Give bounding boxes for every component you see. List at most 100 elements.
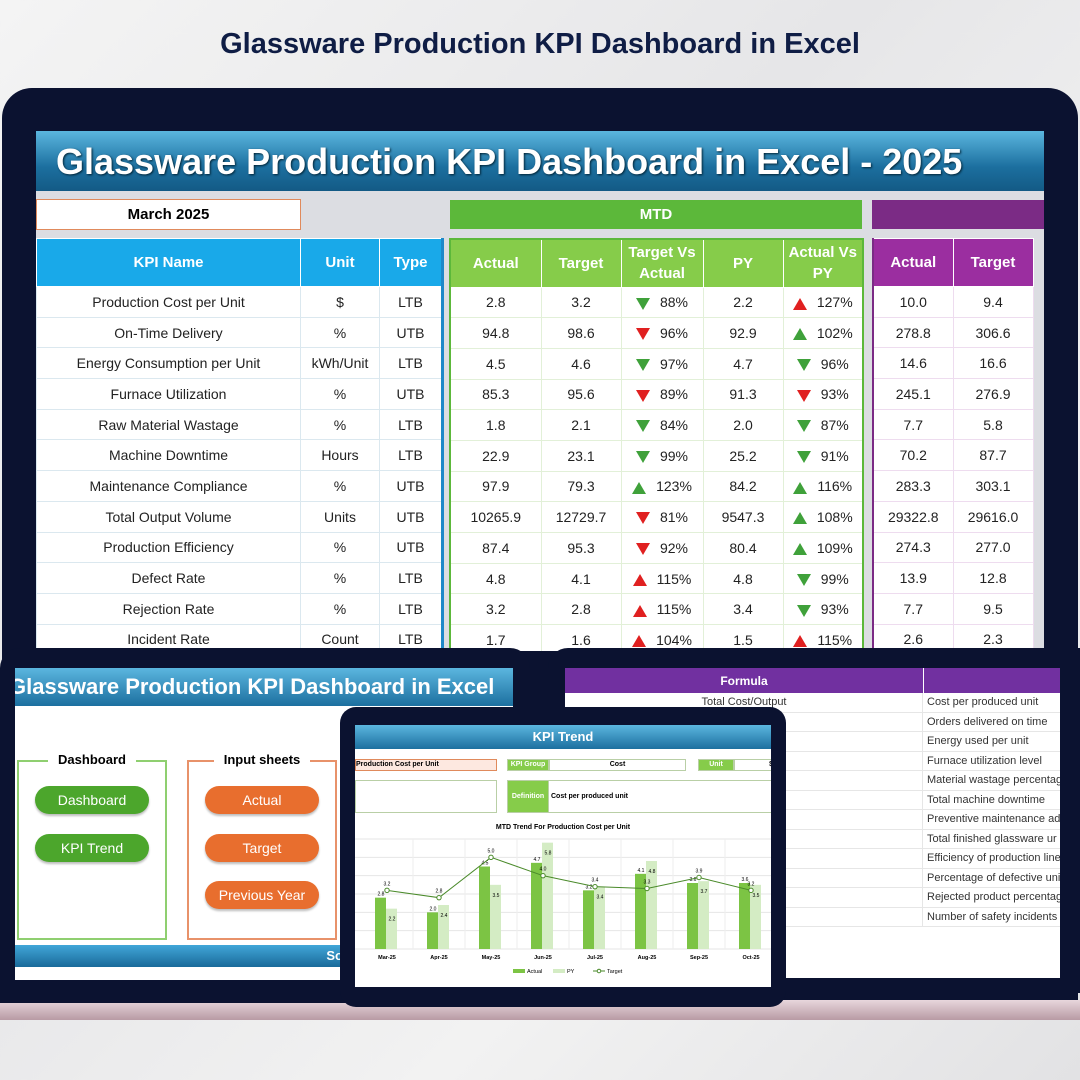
target-vs-actual: 96% [620, 317, 704, 349]
kpi-type: UTB [379, 316, 443, 349]
definition-row: Cost per produced unit [565, 693, 1060, 713]
ytd-actual: 13.9 [872, 562, 954, 594]
actual-vs-py: 102% [782, 317, 864, 349]
arrow-down-green-icon [796, 604, 811, 617]
kpi-unit: kWh/Unit [300, 347, 380, 380]
label-actual: 3.2 [586, 884, 593, 890]
definition-text: Material wastage percentag [927, 774, 1060, 786]
mtd-actual: 4.5 [449, 347, 542, 380]
ytd-target: 277.0 [952, 531, 1034, 564]
mtd-header-2: Target Vs Actual [620, 238, 704, 288]
mtd-row: 22.9 23.1 99% 25.2 91% [449, 439, 864, 472]
formula-cell-blank [565, 712, 923, 732]
kpi-unit: Hours [300, 439, 380, 472]
kpi-row: Production Cost per Unit $ LTB [36, 286, 443, 318]
label-actual: 3.6 [742, 877, 749, 883]
kpi-type: UTB [379, 500, 443, 533]
definition-text: Efficiency of production line [927, 852, 1060, 864]
mtd-table: Actual Target Target Vs Actual PY Actual Vs … [449, 238, 864, 651]
actual-button[interactable]: Actual [205, 786, 319, 814]
dashboard-button[interactable]: Dashboard [35, 786, 149, 814]
arrow-up-green-icon [792, 328, 807, 341]
x-tick-label: Jul-25 [587, 955, 603, 961]
month-selector[interactable]: March 2025 [36, 199, 301, 230]
tva-value: 97% [659, 355, 689, 372]
laptop-base [0, 1000, 1080, 1020]
ytd-row: 283.3 303.1 [872, 470, 1034, 502]
arrow-up-red-icon [632, 604, 647, 617]
target-vs-actual: 92% [620, 532, 704, 564]
actual-vs-py: 96% [782, 347, 864, 380]
ytd-row: 13.9 12.8 [872, 562, 1034, 594]
ytd-actual: 283.3 [872, 470, 954, 502]
tva-value: 88% [659, 294, 689, 311]
avpy-value: 116% [817, 478, 853, 495]
kpi-trend-sheet: KPI Trend Production Cost per Unit KPI G… [355, 725, 771, 987]
tva-value: 115% [656, 570, 692, 587]
arrow-up-red-icon [632, 634, 647, 647]
tva-value: 84% [659, 417, 689, 434]
x-tick-label: Aug-25 [638, 955, 657, 961]
definition-text: Percentage of defective unit [927, 871, 1060, 884]
tva-value: 115% [656, 601, 692, 618]
formula-cell-blank [565, 751, 923, 771]
mtd-py: 2.2 [702, 286, 784, 319]
kpi-unit: Count [300, 623, 380, 651]
formula-cell: Total Cost/Output [701, 696, 787, 708]
kpi-selector[interactable]: Production Cost per Unit [355, 759, 497, 771]
tva-value: 104% [656, 631, 692, 648]
formula-cell-blank [565, 888, 923, 908]
ytd-target: 276.9 [952, 378, 1034, 410]
bar-actual [583, 890, 594, 949]
kpi-unit: Units [300, 500, 380, 533]
input-sheets-group: Input sheets Actual Target Previous Year [187, 752, 337, 940]
legend-marker [596, 968, 602, 974]
ytd-target: 9.5 [952, 592, 1034, 625]
actual-vs-py: 91% [782, 439, 864, 472]
definition-text: Rejected product percentag [927, 891, 1060, 903]
bar-py [438, 905, 449, 949]
actual-vs-py: 116% [782, 470, 864, 503]
tva-value: 123% [656, 478, 692, 495]
label-py: 2.2 [389, 917, 396, 923]
kpi-unit: % [300, 316, 380, 349]
formula-header-label: Formula [720, 674, 768, 688]
definition-text: Number of safety incidents [927, 910, 1058, 923]
unit-label: Unit [698, 759, 734, 771]
target-vs-actual: 97% [620, 347, 704, 380]
tva-value: 92% [659, 539, 689, 556]
mtd-target: 2.8 [540, 593, 622, 626]
kpi-row: Incident Rate Count LTB [36, 623, 443, 651]
ytd-header-1: Target [952, 238, 1034, 287]
arrow-up-green-icon [632, 481, 647, 494]
label-target: 3.4 [592, 878, 599, 884]
actual-vs-py: 108% [782, 501, 864, 533]
kpi-blank-box [355, 780, 497, 813]
formula-header: Formula [565, 668, 1060, 693]
ytd-target: 12.8 [952, 562, 1034, 594]
kpi-name: Rejection Rate [36, 592, 301, 625]
actual-vs-py: 93% [782, 378, 864, 411]
mtd-row: 1.7 1.6 104% 1.5 115% [449, 624, 864, 651]
kpi-group-value: Cost [549, 759, 686, 771]
definition-row: Material wastage percentag [565, 771, 1060, 791]
avpy-value: 99% [820, 570, 849, 587]
legend-label: Actual [527, 969, 542, 975]
kpi-row: Rejection Rate% LTB [36, 592, 443, 625]
previous-year-button[interactable]: Previous Year [205, 881, 319, 909]
input-group-title: Input sheets [213, 752, 311, 767]
mtd-actual: 1.8 [449, 409, 542, 441]
target-vs-actual: 115% [620, 593, 704, 626]
mtd-row: 85.3 95.6 89% 91.3 93% [449, 378, 864, 411]
target-vs-actual: 84% [620, 409, 704, 441]
definition-row: Energy used per unit [565, 732, 1060, 752]
kpi-trend-button[interactable]: KPI Trend [35, 834, 149, 862]
mtd-row: 10265.9 12729.7 81% 9547.3 108% [449, 501, 864, 533]
formula-cell-blank [565, 790, 923, 810]
tva-value: 99% [659, 447, 689, 464]
bar-py [750, 884, 761, 949]
mtd-actual: 22.9 [449, 439, 542, 472]
kpi-unit: % [300, 562, 380, 594]
target-point [488, 854, 494, 861]
target-button[interactable]: Target [205, 834, 319, 862]
